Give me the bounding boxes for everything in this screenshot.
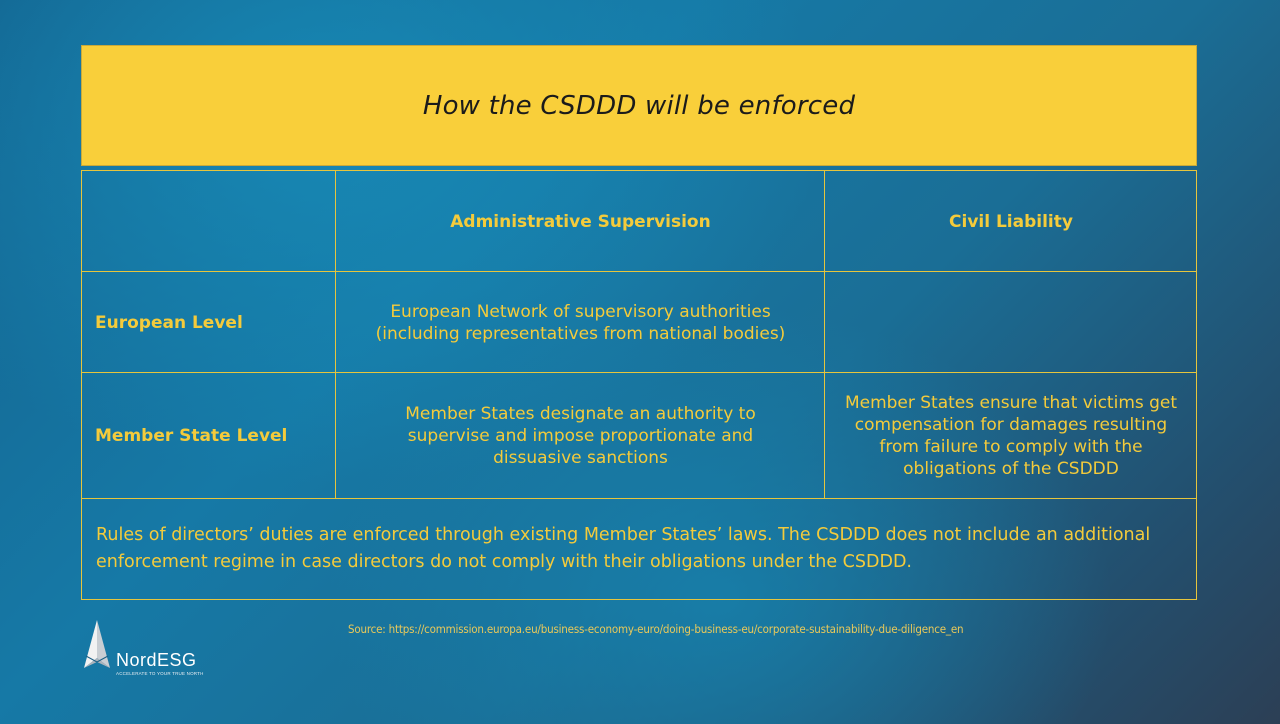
row-label-member-state-level: Member State Level	[95, 426, 288, 446]
north-arrow-icon	[84, 620, 110, 668]
row-divider	[82, 271, 1196, 272]
row-divider	[82, 372, 1196, 373]
logo-wordmark: NordESG	[116, 650, 197, 670]
header-administrative-supervision: Administrative Supervision	[450, 211, 711, 232]
title-banner: How the CSDDD will be enforced	[81, 45, 1197, 166]
column-divider	[824, 171, 825, 499]
logo-tagline: ACCELERATE TO YOUR TRUE NORTH	[116, 671, 204, 676]
european-civil-cell	[825, 272, 1197, 373]
enforcement-table: Administrative Supervision Civil Liabili…	[81, 170, 1197, 600]
member-state-administrative-cell: Member States designate an authority to …	[405, 404, 756, 468]
header-civil-liability: Civil Liability	[949, 211, 1073, 232]
row-divider	[82, 498, 1196, 499]
header-empty-cell	[82, 171, 336, 272]
directors-duties-note: Rules of directors’ duties are enforced …	[96, 525, 1151, 572]
european-administrative-cell: European Network of supervisory authorit…	[375, 301, 786, 344]
source-citation: Source: https://commission.europa.eu/bus…	[348, 622, 964, 636]
member-state-civil-cell: Member States ensure that victims get co…	[844, 393, 1178, 479]
row-label-european-level: European Level	[95, 312, 243, 333]
page-title: How the CSDDD will be enforced	[422, 90, 856, 121]
column-divider	[335, 171, 336, 499]
nordesg-logo: NordESG ACCELERATE TO YOUR TRUE NORTH	[80, 618, 210, 678]
